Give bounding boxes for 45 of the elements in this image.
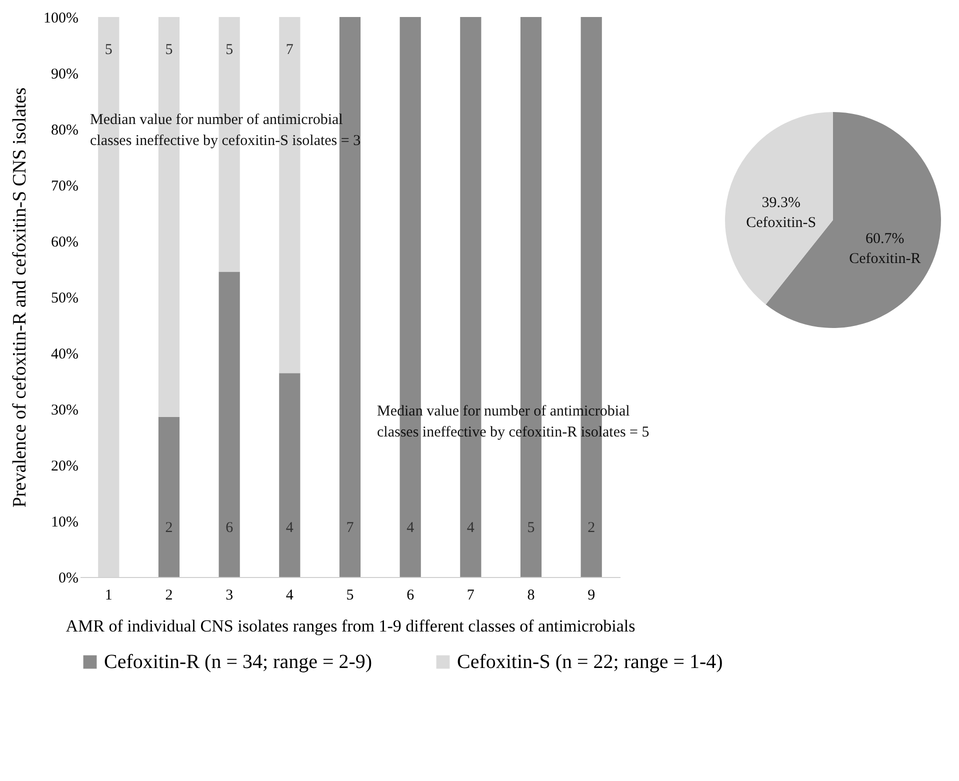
x-tick-label: 4 <box>286 588 294 604</box>
annotation: 6 <box>226 520 234 536</box>
annotation: 5 <box>527 520 535 536</box>
pie-slice <box>725 112 833 304</box>
legend-label: Cefoxitin-R (n = 34; range = 2-9) <box>104 651 372 673</box>
annotation: 7 <box>346 520 354 536</box>
x-tick-label: 7 <box>466 588 475 604</box>
y-tick-label: 0% <box>58 570 78 586</box>
y-tick-label: 40% <box>51 346 78 362</box>
slice-label: Cefoxitin-R <box>849 251 921 268</box>
bar <box>158 416 180 577</box>
bar <box>218 272 240 577</box>
data-label: 39.3% <box>762 194 800 211</box>
annotation: 5 <box>226 42 234 58</box>
x-tick-label: 5 <box>346 588 354 604</box>
y-tick-label: 80% <box>51 122 78 138</box>
y-axis-title: Prevalence of cefoxitin-R and cefoxitin-S CNS isolates <box>10 87 31 508</box>
annotation: 7 <box>286 42 294 58</box>
annotation: 4 <box>286 520 294 536</box>
y-tick-label: 100% <box>44 10 78 26</box>
annotation: 2 <box>165 520 173 536</box>
y-tick-label: 30% <box>51 402 78 418</box>
y-tick-label: 90% <box>51 66 78 82</box>
x-tick-label: 9 <box>588 588 596 604</box>
slice-label: Cefoxitin-S <box>746 214 816 231</box>
x-tick-label: 1 <box>104 588 112 604</box>
annotation: 5 <box>104 42 112 58</box>
y-tick-label: 60% <box>51 234 78 250</box>
x-tick-label: 2 <box>165 588 173 604</box>
y-tick-label: 50% <box>51 290 78 306</box>
legend-label: Cefoxitin-S (n = 22; range = 1-4) <box>457 651 723 673</box>
data-label: 60.7% <box>866 231 904 248</box>
annotation: 5 <box>165 42 173 58</box>
bar <box>279 373 300 577</box>
y-tick-label: 10% <box>51 514 78 530</box>
x-tick-label: 6 <box>406 588 415 604</box>
x-tick-label: 3 <box>226 588 234 604</box>
y-tick-label: 20% <box>51 458 78 474</box>
y-tick-label: 70% <box>51 178 78 194</box>
x-axis-title: AMR of individual CNS isolates ranges from 1-9 different classes of antimicrobials <box>66 616 636 636</box>
annotation: Median value for number of antimicrobial classes ineffective by cefoxitin-S isolates = 3 <box>90 112 361 150</box>
annotation: 2 <box>588 520 596 536</box>
annotation: 4 <box>406 520 415 536</box>
annotation: 4 <box>466 520 475 536</box>
x-tick-label: 8 <box>527 588 535 604</box>
